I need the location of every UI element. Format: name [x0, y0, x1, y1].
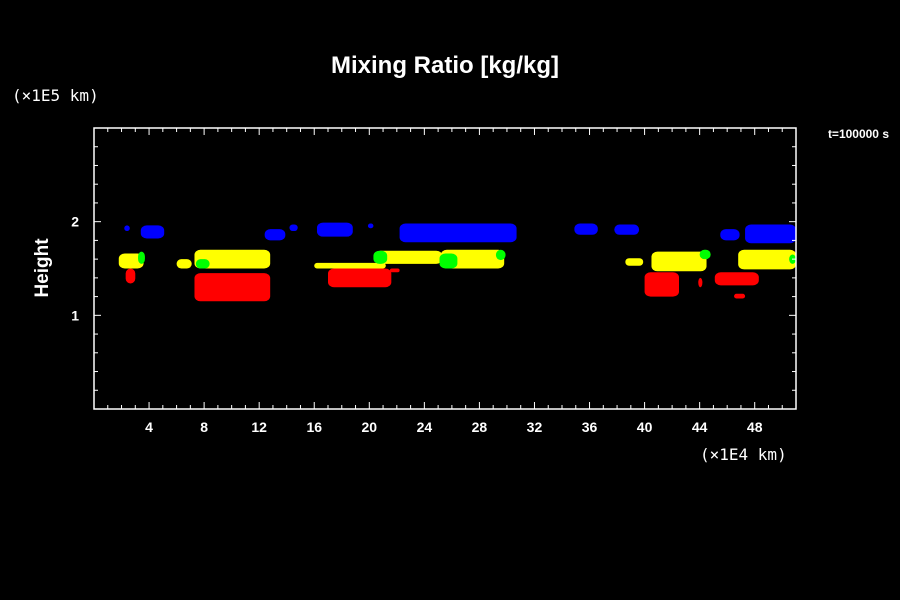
x-tick-label: 8 [200, 419, 208, 435]
region-level2-14 [314, 262, 386, 269]
region-level4-33 [714, 272, 759, 286]
region-level3-23 [439, 253, 458, 269]
time-label: t=100000 s [828, 127, 889, 141]
y-tick-label: 2 [71, 214, 79, 230]
region-level4-30 [389, 268, 400, 273]
region-level3-25 [699, 249, 711, 260]
region-level1-9 [720, 229, 740, 241]
region-level3-24 [495, 249, 506, 261]
axis-ticks [94, 128, 796, 409]
plot-frame [93, 127, 797, 410]
region-level4-31 [644, 272, 679, 297]
x-tick-label: 48 [747, 419, 763, 435]
x-tick-labels: 4 8 12 16 20 24 28 32 36 40 44 48 [145, 419, 763, 435]
region-level3-20 [138, 251, 145, 264]
x-tick-label: 24 [417, 419, 433, 435]
region-level2-11 [118, 253, 144, 269]
region-level3-21 [195, 259, 210, 269]
mixing-ratio-regions [118, 222, 796, 302]
region-level2-15 [374, 250, 443, 264]
region-level4-32 [698, 277, 703, 288]
x-unit-label: (×1E4 km) [700, 445, 787, 464]
region-level1-0 [124, 225, 130, 232]
region-level3-22 [373, 250, 388, 264]
region-level1-5 [367, 223, 374, 229]
x-tick-label: 32 [527, 419, 543, 435]
region-level2-19 [738, 249, 796, 270]
region-level4-34 [734, 293, 746, 299]
region-level4-29 [328, 268, 392, 288]
region-level1-8 [614, 224, 640, 235]
region-level2-12 [176, 259, 192, 269]
y-tick-labels: 12 [71, 214, 79, 324]
x-tick-label: 12 [251, 419, 267, 435]
region-level2-13 [194, 249, 271, 269]
y-unit-label: (×1E5 km) [12, 86, 99, 105]
x-tick-label: 28 [472, 419, 488, 435]
region-level1-4 [316, 222, 353, 237]
region-level2-18 [651, 251, 707, 272]
x-tick-label: 20 [362, 419, 378, 435]
x-tick-label: 4 [145, 419, 153, 435]
region-level1-10 [745, 224, 796, 244]
x-tick-label: 16 [306, 419, 322, 435]
region-level4-28 [194, 273, 271, 302]
chart-title: Mixing Ratio [kg/kg] [331, 52, 559, 79]
region-level1-1 [140, 225, 165, 239]
region-level2-17 [625, 258, 644, 266]
region-level1-6 [399, 223, 517, 243]
x-tick-label: 36 [582, 419, 598, 435]
y-tick-label: 1 [71, 307, 79, 323]
x-tick-label: 44 [692, 419, 708, 435]
region-level4-27 [125, 268, 136, 284]
x-tick-label: 40 [637, 419, 653, 435]
region-level1-7 [574, 223, 598, 235]
y-axis-title: Height [32, 238, 53, 298]
region-level1-3 [289, 224, 298, 232]
region-level1-2 [264, 229, 286, 241]
